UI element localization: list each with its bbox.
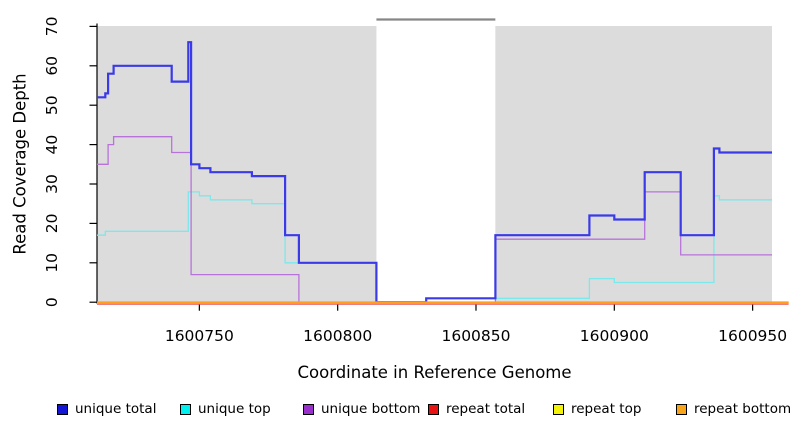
legend-item-unique-bottom: unique bottom xyxy=(303,401,420,417)
legend-label-repeat-total: repeat total xyxy=(446,401,526,417)
legend-label-repeat-top: repeat top xyxy=(571,401,642,417)
x-tick-label: 1600900 xyxy=(580,327,649,345)
y-tick-label: 70 xyxy=(43,17,61,37)
y-tick-label: 60 xyxy=(43,56,61,76)
legend-swatch-unique-top xyxy=(180,403,191,415)
legend-swatch-unique-bottom xyxy=(303,403,314,415)
legend-swatch-repeat-bottom xyxy=(676,403,687,415)
x-tick-label: 1600800 xyxy=(303,327,372,345)
x-tick-label: 1600750 xyxy=(165,327,234,345)
legend-item-repeat-top: repeat top xyxy=(553,401,641,417)
series-unique-bottom xyxy=(97,136,772,303)
y-tick-label: 0 xyxy=(43,297,61,307)
x-tick-label: 1600850 xyxy=(441,327,510,345)
y-tick-label: 30 xyxy=(43,174,61,194)
y-tick-label: 20 xyxy=(43,214,61,234)
legend-label-unique-total: unique total xyxy=(75,401,157,417)
legend-item-repeat-total: repeat total xyxy=(428,401,525,417)
legend: unique total unique top unique bottom repea… xyxy=(0,401,792,423)
legend-item-repeat-bottom: repeat bottom xyxy=(676,401,791,417)
y-tick-label: 50 xyxy=(43,95,61,115)
covered-region xyxy=(495,26,772,304)
y-tick-label: 40 xyxy=(43,135,61,155)
legend-swatch-unique-total xyxy=(57,403,68,415)
y-tick-label: 10 xyxy=(43,253,61,273)
legend-label-unique-bottom: unique bottom xyxy=(321,401,421,417)
legend-item-unique-total: unique total xyxy=(57,401,156,417)
series-unique-total xyxy=(97,41,772,304)
x-tick-label: 1600950 xyxy=(718,327,787,345)
legend-swatch-repeat-top xyxy=(553,403,564,415)
legend-label-repeat-bottom: repeat bottom xyxy=(694,401,792,417)
x-axis-title: Coordinate in Reference Genome xyxy=(297,363,572,382)
y-axis-title: Read Coverage Depth xyxy=(10,73,30,255)
legend-item-unique-top: unique top xyxy=(180,401,271,417)
covered-region xyxy=(97,26,377,304)
legend-swatch-repeat-total xyxy=(428,403,439,415)
legend-label-unique-top: unique top xyxy=(198,401,271,417)
